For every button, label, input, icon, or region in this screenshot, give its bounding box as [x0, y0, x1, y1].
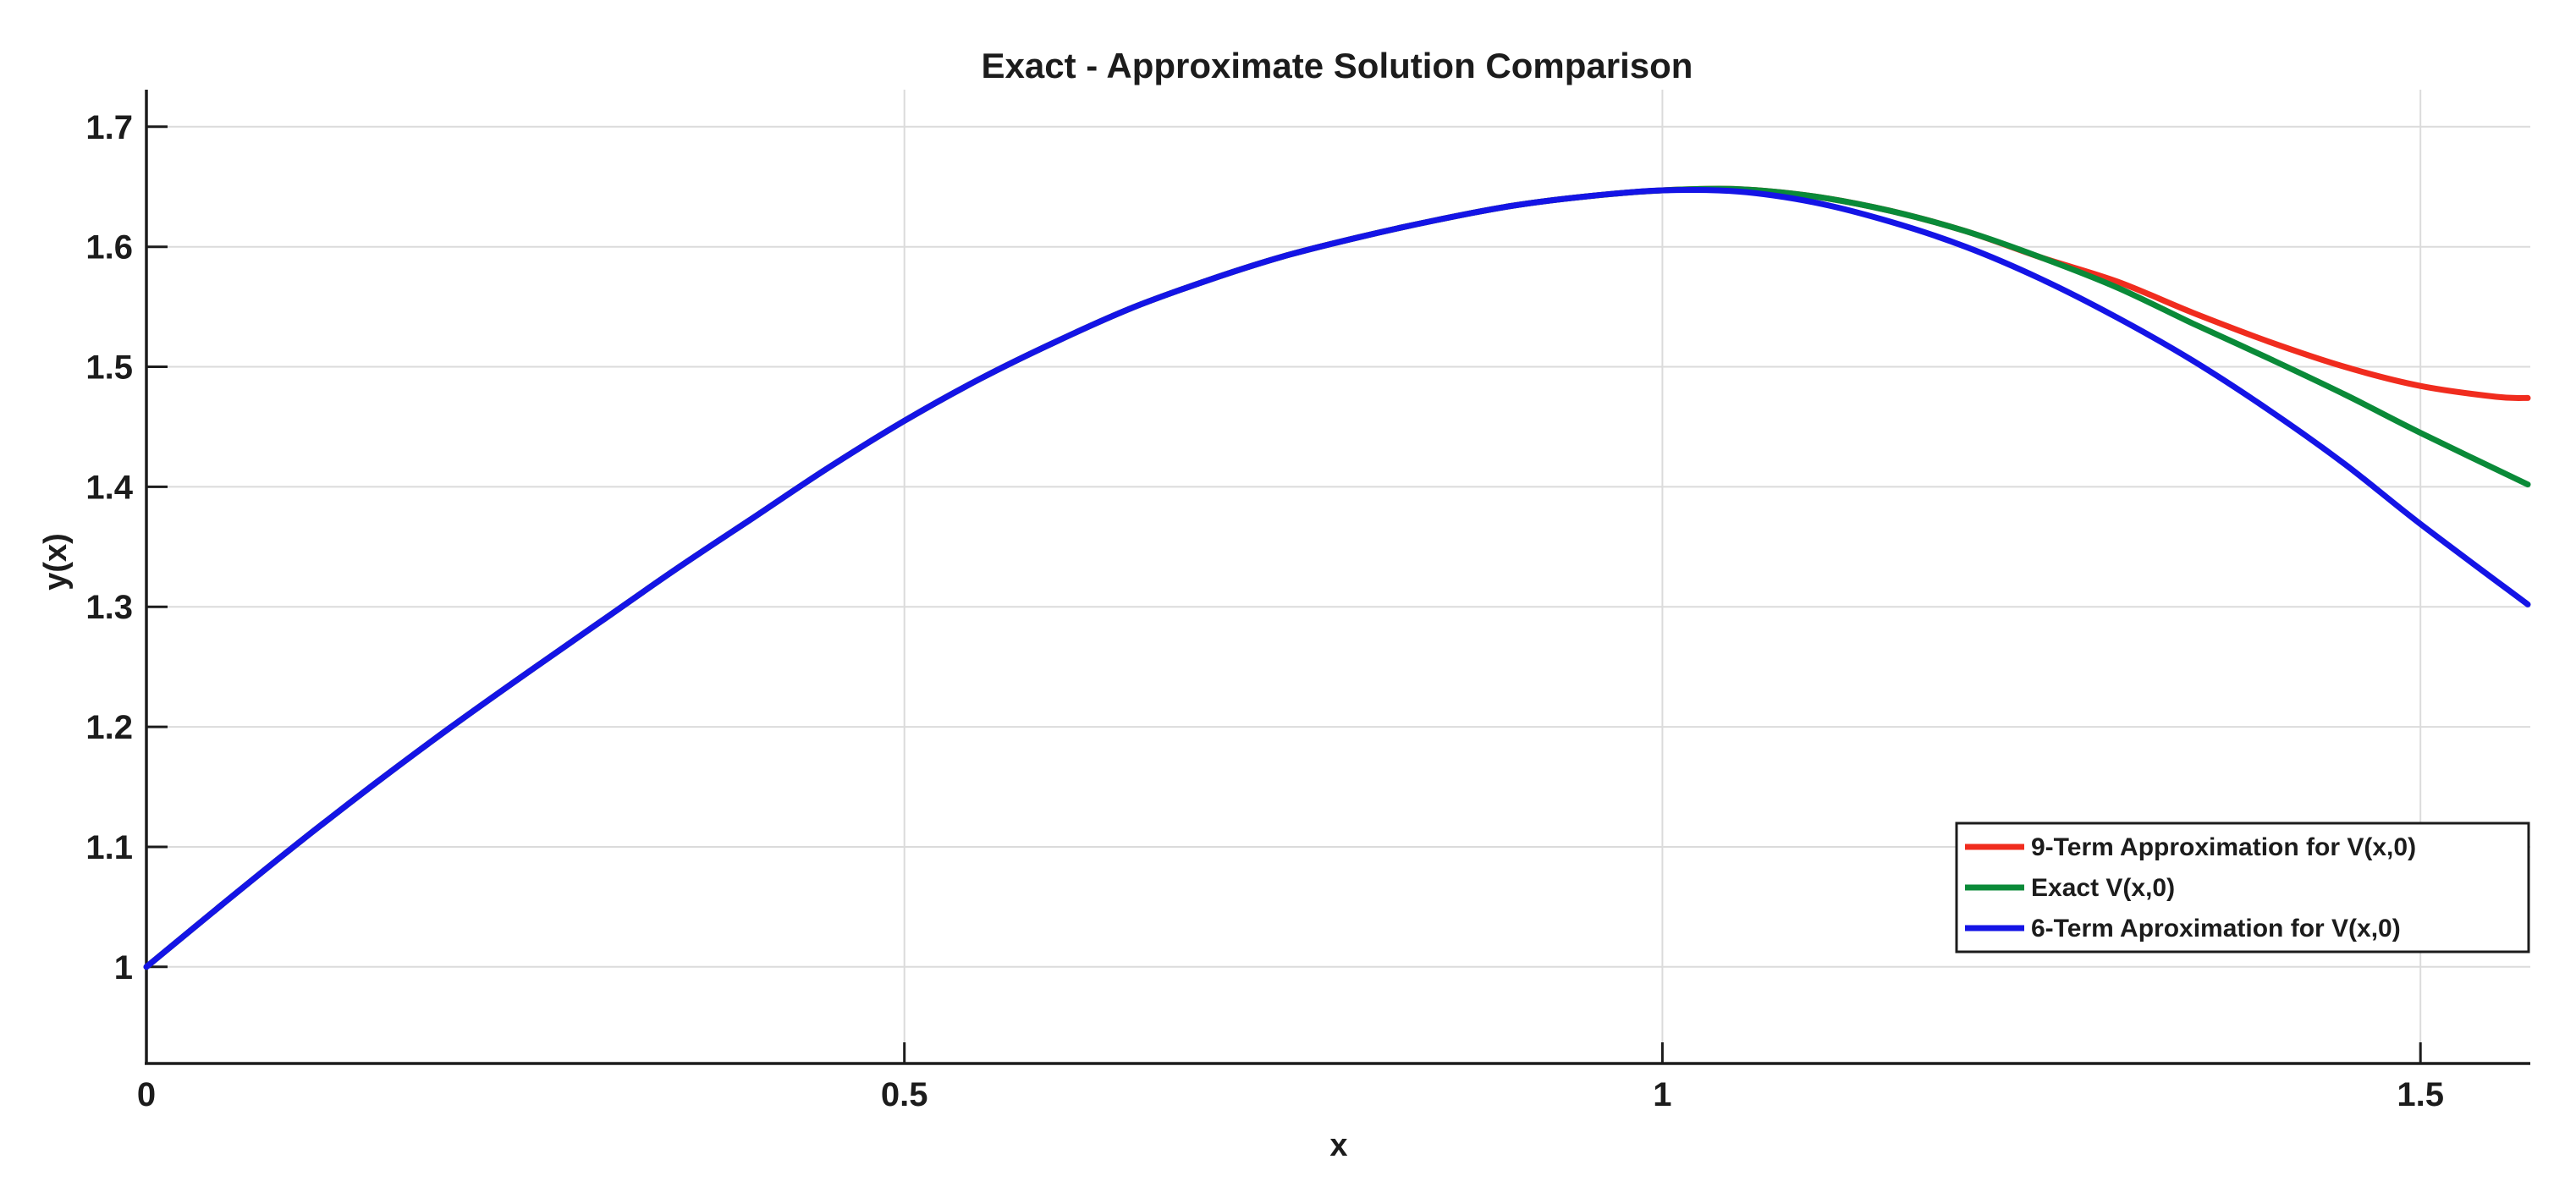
y-tick-label-1.4: 1.4: [85, 469, 133, 506]
y-tick-label-1.6: 1.6: [85, 229, 133, 267]
legend-entry-exact-v-x-0: Exact V(x,0): [1965, 874, 2175, 902]
curve-6-term-aproximation-for-v-x-0: [143, 186, 2531, 970]
chart-title: Exact - Approximate Solution Comparison: [982, 46, 1693, 85]
axes-spines-group: [145, 90, 2530, 1065]
y-tick-label-1.2: 1.2: [85, 709, 133, 746]
x-tick-label-0.5: 0.5: [881, 1076, 928, 1113]
x-axis-label: x: [1329, 1128, 1347, 1163]
gridlines-group: [146, 90, 2530, 1063]
x-tick-label-1: 1: [1653, 1076, 1671, 1113]
x-tick-label-0: 0: [137, 1076, 156, 1113]
y-tick-label-1.3: 1.3: [85, 589, 133, 626]
y-tick-label-1: 1: [114, 949, 133, 986]
y-tick-label-1.7: 1.7: [85, 109, 133, 146]
y-axis-label: y(x): [38, 533, 74, 591]
legend: 9-Term Approximation for V(x,0) Exact V(x…: [1955, 822, 2530, 953]
axis-text-group: Exact - Approximate Solution Comparison …: [38, 46, 1693, 1163]
tick-labels-group: 1 1.1 1.2 1.3 1.4 1.5 1.6 1.7 0 0.5 1 1.5: [85, 109, 2444, 1113]
data-curves-group: [143, 185, 2531, 970]
legend-box: [1955, 822, 2530, 953]
y-tick-label-1.5: 1.5: [85, 349, 133, 387]
legend-label-exact-v-x-0: Exact V(x,0): [2031, 874, 2175, 902]
legend-entry-6-term-aproximation-for-v-x-0: 6-Term Aproximation for V(x,0): [1965, 915, 2401, 942]
y-tick-label-1.1: 1.1: [85, 829, 133, 866]
legend-label-9-term-approximation-for-v-x-0: 9-Term Approximation for V(x,0): [2031, 833, 2416, 861]
legend-label-6-term-aproximation-for-v-x-0: 6-Term Aproximation for V(x,0): [2031, 915, 2401, 942]
x-tick-label-1.5: 1.5: [2397, 1076, 2444, 1113]
legend-entry-9-term-approximation-for-v-x-0: 9-Term Approximation for V(x,0): [1965, 833, 2416, 861]
